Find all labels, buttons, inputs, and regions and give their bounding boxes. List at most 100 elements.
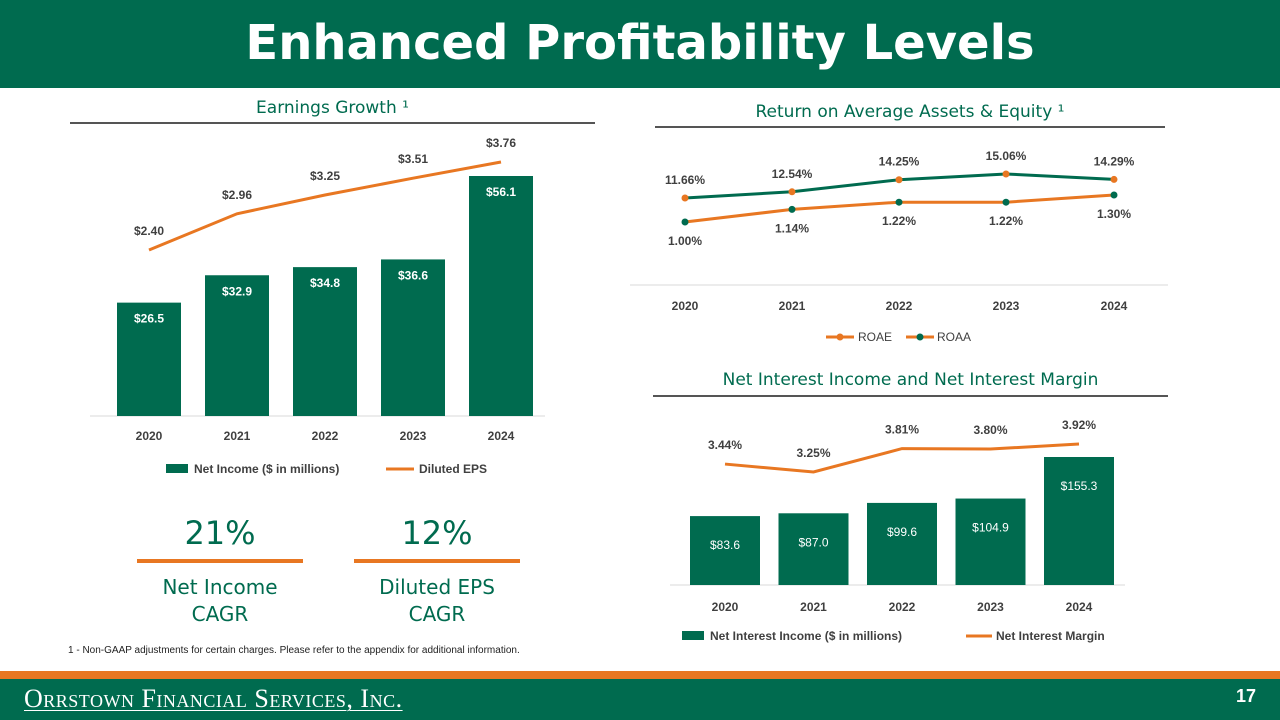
nim-label-2020: 3.44% xyxy=(708,438,742,452)
kpi-eps-label-line1: Diluted EPS xyxy=(379,575,495,599)
roae-label-2023: 15.06% xyxy=(986,149,1027,163)
nii-tick-2021: 2021 xyxy=(800,600,827,614)
legend-swatch-roaa-dot xyxy=(916,333,924,341)
kpi-net-income-label-line1: Net Income xyxy=(162,575,278,599)
kpi-eps-label-line2: CAGR xyxy=(408,602,466,626)
nii-tick-2022: 2022 xyxy=(889,600,916,614)
footer-accent-strip xyxy=(0,671,1280,679)
nii-title-rule xyxy=(653,395,1168,397)
roae-point-2021 xyxy=(788,188,796,196)
nii-bar-label-2021: $87.0 xyxy=(798,535,828,549)
roae-label-2022: 14.25% xyxy=(879,155,920,169)
roaa-label-2021: 1.14% xyxy=(775,221,809,235)
nim-label-2021: 3.25% xyxy=(796,446,830,460)
nii-bar-2023 xyxy=(955,498,1026,585)
earnings-bar-label-2023: $36.6 xyxy=(398,268,428,282)
roaa-point-2022 xyxy=(895,198,903,206)
header-bar xyxy=(0,0,1280,88)
nii-bar-2024 xyxy=(1044,457,1114,585)
eps-line xyxy=(148,160,502,252)
earnings-title-rule xyxy=(70,122,595,124)
roae-point-2022 xyxy=(895,176,903,184)
returns-tick-2021: 2021 xyxy=(779,299,806,313)
roaa-point-2023 xyxy=(1002,198,1010,206)
roaa-point-2024 xyxy=(1110,191,1118,199)
eps-label-2024: $3.76 xyxy=(486,136,516,150)
earnings-chart: $26.5 2020 $2.40 $32.9 2021 $2.96 $34.8 2022 $3.… xyxy=(90,136,545,476)
legend-label-eps: Diluted EPS xyxy=(419,462,487,476)
earnings-bar-label-2021: $32.9 xyxy=(222,284,252,298)
nii-chart-title: Net Interest Income and Net Interest Mar… xyxy=(722,370,1099,390)
earnings-bar-2023 xyxy=(381,259,445,416)
earnings-bar-2020 xyxy=(117,302,181,416)
legend-swatch-roae-dot xyxy=(836,333,844,341)
footnote: 1 - Non-GAAP adjustments for certain cha… xyxy=(68,645,520,656)
eps-label-2023: $3.51 xyxy=(398,152,428,166)
kpi-eps-value: 12% xyxy=(401,514,473,552)
nii-tick-2023: 2023 xyxy=(977,600,1004,614)
legend-label-nii: Net Interest Income ($ in millions) xyxy=(710,629,902,643)
nii-tick-2024: 2024 xyxy=(1066,600,1093,614)
nim-line xyxy=(724,442,1080,474)
legend-label-nim: Net Interest Margin xyxy=(996,629,1105,643)
roae-point-2020 xyxy=(681,194,689,202)
earnings-bar-label-2024: $56.1 xyxy=(486,185,516,199)
eps-label-2022: $3.25 xyxy=(310,169,340,183)
nii-chart: $83.6 2020 3.44% $87.0 2021 3.25% $99.6 2022 3.8… xyxy=(670,418,1125,643)
roae-label-2021: 12.54% xyxy=(772,167,813,181)
returns-tick-2022: 2022 xyxy=(886,299,913,313)
earnings-bar-2024 xyxy=(469,176,533,416)
nii-tick-2020: 2020 xyxy=(712,600,739,614)
earnings-tick-2022: 2022 xyxy=(312,429,339,443)
kpi-net-income-bar xyxy=(137,559,303,563)
returns-title-rule xyxy=(655,126,1165,128)
legend-label-roaa: ROAA xyxy=(937,330,971,344)
returns-tick-2024: 2024 xyxy=(1101,299,1128,313)
returns-chart-title: Return on Average Assets & Equity ¹ xyxy=(755,102,1065,122)
earnings-bar-label-2020: $26.5 xyxy=(134,312,164,326)
eps-label-2020: $2.40 xyxy=(134,224,164,238)
earnings-bar-2022 xyxy=(293,267,357,416)
kpi-net-income-value: 21% xyxy=(184,514,256,552)
nii-bar-2021 xyxy=(778,513,849,585)
company-logo-text: Orrstown Financial Services, Inc. xyxy=(24,684,403,713)
nii-bar-label-2024: $155.3 xyxy=(1061,479,1098,493)
nii-bar-2022 xyxy=(867,502,937,585)
roaa-label-2022: 1.22% xyxy=(882,214,916,228)
returns-tick-2020: 2020 xyxy=(672,299,699,313)
earnings-chart-title: Earnings Growth ¹ xyxy=(256,98,409,118)
earnings-tick-2024: 2024 xyxy=(488,429,515,443)
nim-label-2024: 3.92% xyxy=(1062,418,1096,432)
kpi-eps-label: Diluted EPS CAGR xyxy=(354,574,520,628)
legend-swatch-net-income xyxy=(166,464,188,473)
roaa-point-2020 xyxy=(681,218,689,226)
earnings-tick-2023: 2023 xyxy=(400,429,427,443)
roaa-label-2023: 1.22% xyxy=(989,214,1023,228)
nii-bar-2020 xyxy=(690,516,760,585)
roae-point-2023 xyxy=(1002,170,1010,178)
nii-bar-label-2022: $99.6 xyxy=(887,525,917,539)
footer-bar xyxy=(0,679,1280,720)
kpi-eps-bar xyxy=(354,559,520,563)
kpi-net-income-label: Net Income CAGR xyxy=(137,574,303,628)
page-title: Enhanced Profitability Levels xyxy=(245,15,1035,71)
nii-bar-label-2020: $83.6 xyxy=(710,538,740,552)
page-number: 17 xyxy=(1235,686,1256,706)
earnings-bar-2021 xyxy=(205,275,269,416)
roaa-point-2021 xyxy=(788,205,796,213)
roae-point-2024 xyxy=(1110,175,1118,183)
roae-label-2020: 11.66% xyxy=(665,173,705,187)
nim-label-2022: 3.81% xyxy=(885,423,919,437)
nii-bar-label-2023: $104.9 xyxy=(972,521,1009,535)
returns-tick-2023: 2023 xyxy=(993,299,1020,313)
legend-label-net-income: Net Income ($ in millions) xyxy=(194,462,339,476)
kpi-net-income-label-line2: CAGR xyxy=(191,602,249,626)
earnings-bar-label-2022: $34.8 xyxy=(310,276,340,290)
nim-label-2023: 3.80% xyxy=(973,423,1007,437)
earnings-tick-2020: 2020 xyxy=(136,429,163,443)
roae-label-2024: 14.29% xyxy=(1094,154,1135,168)
eps-label-2021: $2.96 xyxy=(222,188,252,202)
legend-swatch-nii xyxy=(682,631,704,640)
returns-chart: 2020 2021 2022 2023 2024 11.66% 1.00% 12.54% 1.1… xyxy=(630,149,1168,344)
earnings-tick-2021: 2021 xyxy=(224,429,251,443)
